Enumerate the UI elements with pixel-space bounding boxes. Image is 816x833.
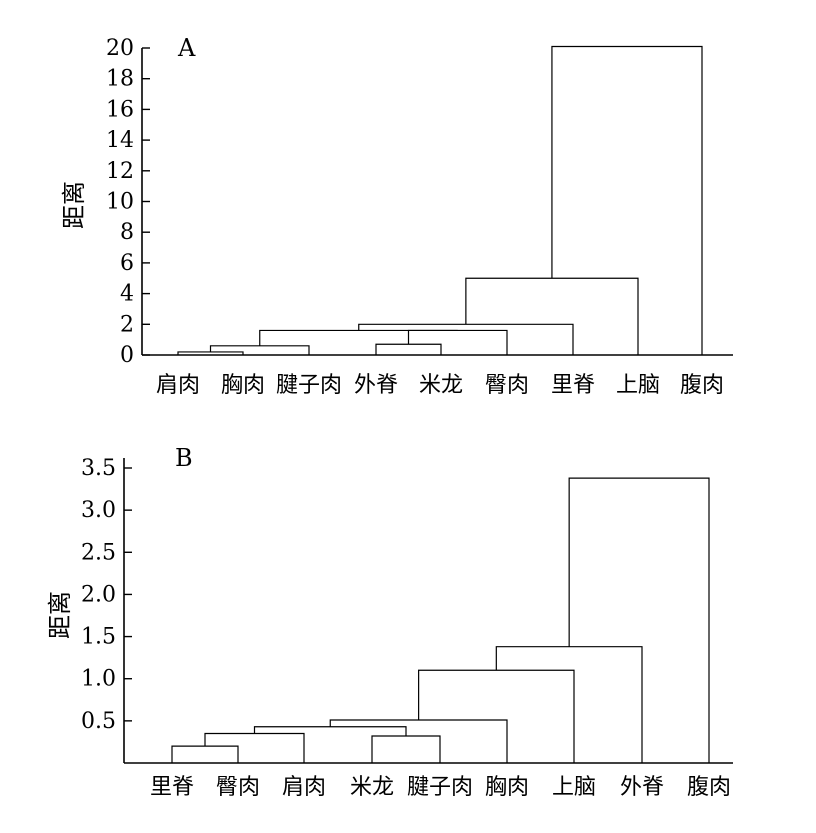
panel-b-leaf-label: 外脊: [620, 775, 664, 800]
panel-b: B 距离 0.5 1.0 1.5 2.0 2.5 3.0 3.5 里脊 臀肉 肩肉 米龙 腱子肉 胸肉…: [46, 444, 733, 800]
panel-a-merge-link: [259, 329, 458, 346]
panel-b-y-tick-label: 1.0: [81, 667, 116, 692]
panel-a-leaf-label: 腹肉: [680, 373, 724, 398]
panel-a-merge-link: [209, 345, 310, 355]
panel-b-merge-link: [371, 735, 441, 763]
panel-a-y-tick-label: 6: [120, 251, 134, 276]
panel-a-merge-link: [358, 323, 574, 355]
panel-a-leaf-label: 腱子肉: [276, 373, 342, 398]
panel-b-merge-link: [253, 726, 407, 737]
panel-a-y-tick-label: 8: [120, 220, 134, 245]
panel-a-leaf-label: 肩肉: [156, 373, 200, 398]
panel-b-y-tick-label: 2.0: [81, 582, 116, 607]
panel-b-label: B: [175, 444, 193, 472]
panel-a-y-tick-label: 14: [106, 128, 134, 153]
panel-b-merge-link: [171, 745, 239, 763]
panel-b-y-axis-title: 距离: [46, 591, 74, 639]
panel-b-merge-link: [204, 732, 305, 763]
panel-b-leaf-label: 肩肉: [282, 775, 326, 800]
panel-b-y-tick-label: 2.5: [81, 540, 116, 565]
panel-b-merge-link: [495, 646, 643, 763]
panel-a-leaf-label: 外脊: [354, 373, 398, 398]
panel-b-leaf-label: 腱子肉: [407, 775, 473, 800]
panel-a-y-tick-label: 16: [106, 97, 134, 122]
panel-a-label: A: [177, 34, 196, 62]
panel-a-y-tick-label: 4: [120, 282, 134, 307]
panel-a-y-tick-label: 10: [106, 190, 134, 215]
panel-b-merge-link: [568, 477, 710, 763]
panel-b-merge-link: [418, 669, 575, 763]
panel-b-y-tick-label: 1.5: [81, 625, 116, 650]
panel-b-y-tick-label: 0.5: [81, 709, 116, 734]
panel-b-leaf-label: 胸肉: [485, 775, 529, 800]
panel-b-leaf-label: 臀肉: [216, 775, 260, 800]
panel-b-leaf-label: 里脊: [150, 775, 194, 800]
panel-a-merge-link: [551, 45, 703, 355]
panel-a-y-tick-label: 0: [120, 343, 134, 368]
panel-a-merge-link: [375, 343, 442, 355]
panel-b-leaf-label: 腹肉: [687, 775, 731, 800]
panel-a-merge-link: [407, 329, 508, 355]
panel-a-y-tick-label: 12: [106, 159, 134, 184]
panel-a-merge-link: [465, 277, 639, 355]
panel-a-leaf-label: 里脊: [551, 373, 595, 398]
panel-a-y-tick-label: 20: [106, 36, 134, 61]
panel-a-leaf-label: 胸肉: [221, 373, 265, 398]
panel-a-leaf-label: 上脑: [616, 373, 660, 398]
panel-b-y-tick-label: 3.0: [81, 498, 116, 523]
panel-a-leaf-label: 臀肉: [485, 373, 529, 398]
panel-b-leaf-label: 上脑: [552, 775, 596, 800]
panel-a-y-tick-label: 18: [106, 67, 134, 92]
panel-b-leaf-label: 米龙: [350, 775, 394, 800]
panel-a-y-tick-label: 2: [120, 312, 134, 337]
panel-a-y-axis-title: 距离: [60, 181, 88, 229]
panel-a-leaf-label: 米龙: [419, 373, 463, 398]
panel-b-y-tick-label: 3.5: [81, 456, 116, 481]
panel-a: A 距离 0 2 4 6 8 10 12 14 16 18 20 肩肉 胸肉 腱子肉 外脊 米龙 臀肉 里脊 上脑…: [60, 34, 733, 398]
